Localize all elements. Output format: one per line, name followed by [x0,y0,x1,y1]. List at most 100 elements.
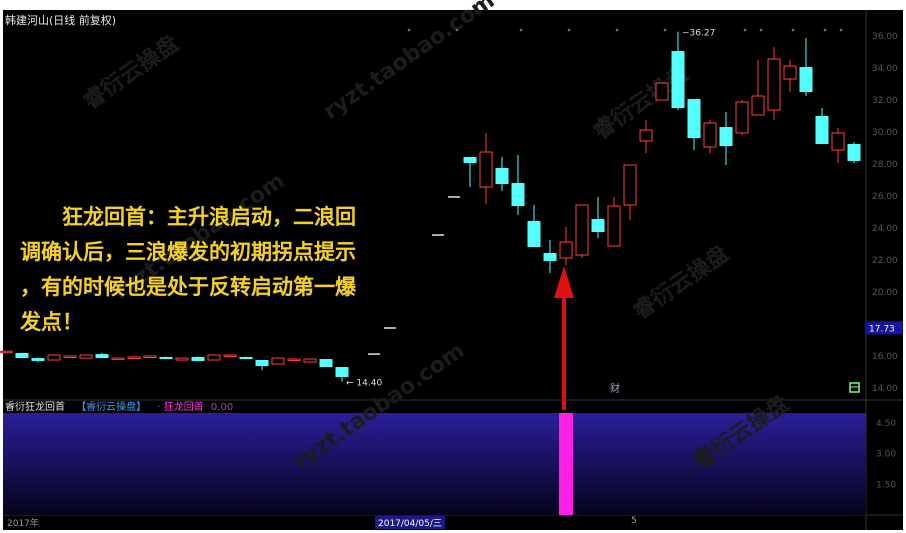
candle [623,164,637,220]
event-dot [567,28,571,32]
candle-body-down [527,220,541,248]
candle-body-up [271,357,285,365]
candle-body-down [191,356,205,361]
candle [223,354,237,358]
candle [719,112,733,165]
candle-body-up [63,355,77,358]
candle [463,156,477,188]
candle-body-down [255,360,269,367]
candle [127,356,141,360]
candle [191,356,205,361]
indicator-name[interactable]: 睿衍狂龙回首 [5,402,65,413]
candle [607,196,621,247]
candle [79,354,93,359]
event-dot [615,28,619,32]
candle [287,358,301,362]
current-price-tag [866,321,903,335]
indicator-tick-label: 4.50 [876,419,896,429]
y-tick-label: 32.00 [872,96,898,106]
event-dot [823,28,827,32]
candle [543,240,557,273]
indicator-tick-label: 3.00 [876,450,896,460]
candle-body-down [335,367,349,377]
candle-body-up [223,354,237,358]
candle [175,357,189,361]
candle-body-down [495,168,509,184]
chart-title: 韩建河山(日线 前复权) [5,14,117,27]
candle [655,82,669,101]
candle-body-up [47,354,61,361]
watermark: 睿衍云操盘 [79,31,184,115]
candle [0,350,13,354]
candle-body-down [95,354,109,359]
watermark: 睿衍云操盘 [629,241,734,325]
candle [671,31,685,111]
candle-body-up [783,65,797,80]
candle-body-up [751,95,765,116]
candle [239,356,253,360]
indicator-legend: 睿衍狂龙回首 【睿衍云操盘】 · 狂龙回首 0.00 [5,398,241,413]
candle-body-up [767,58,781,111]
y-tick-label: 22.00 [872,256,898,266]
candle-body-down [671,51,685,108]
y-tick-label: 14.00 [872,384,898,394]
annotation-line: ，有的时候也是处于反转启动第一爆 [20,275,356,299]
candle-body-up [655,82,669,101]
candle-body-up [303,358,317,363]
candle [31,357,45,363]
y-tick-label: 24.00 [872,224,898,234]
y-tick-label: 34.00 [872,64,898,74]
candle [831,128,845,164]
candle-body-up [639,129,653,142]
candle [687,99,701,151]
candle [527,204,541,248]
candle [815,108,829,144]
indicator-series-label: · 狂龙回首 [157,402,204,413]
candle [591,196,605,239]
candle-body-down [815,116,829,144]
event-dot [759,28,763,32]
watermark: ryzt.taobao.com [319,0,499,125]
annotation-text: 狂龙回首：主升浪启动，二浪回 调确认后，三浪爆发的初期拐点提示 ，有的时候也是处… [20,200,450,340]
date-axis: 2017年 2017/04/05/三 5 [3,516,865,530]
y-tick-label: 28.00 [872,160,898,170]
y-tick-label: 26.00 [872,192,898,202]
event-dot [407,28,411,32]
price-annotation: ← 14.40 [346,379,382,389]
calendar-icon [849,382,860,393]
candle [319,359,333,368]
event-dot [839,28,843,32]
candle [207,354,221,361]
candle [767,47,781,120]
candle-body-down [239,356,253,360]
candle-body-up [703,122,717,148]
candle-body-up [575,204,589,256]
cursor-date: 2017/04/05/三 [375,516,445,529]
candle-body-up [127,356,141,359]
candle [639,120,653,153]
candle [847,142,861,164]
current-price-label: 17.73 [869,324,895,334]
candle-body-down [543,252,557,261]
annotation-line: 发点！ [20,310,83,334]
candle [303,358,317,363]
candle-body-down [31,358,45,361]
candle [479,132,493,204]
candle-body-up [207,354,221,361]
candle-body-up [0,350,13,354]
y-tick-label: 30.00 [872,128,898,138]
event-dot [791,28,795,32]
arrow-up-icon [554,266,574,298]
y-tick-label: 16.00 [872,352,898,362]
candle-body-down [687,99,701,139]
candle [95,352,109,359]
candle-body-down [511,183,525,207]
candle [63,355,77,358]
candle-body-down [15,352,29,359]
candle [511,155,525,216]
date-year: 2017年 [7,519,39,529]
candle-body-down [719,127,733,147]
candle-body-up [623,164,637,206]
candle [143,355,157,358]
